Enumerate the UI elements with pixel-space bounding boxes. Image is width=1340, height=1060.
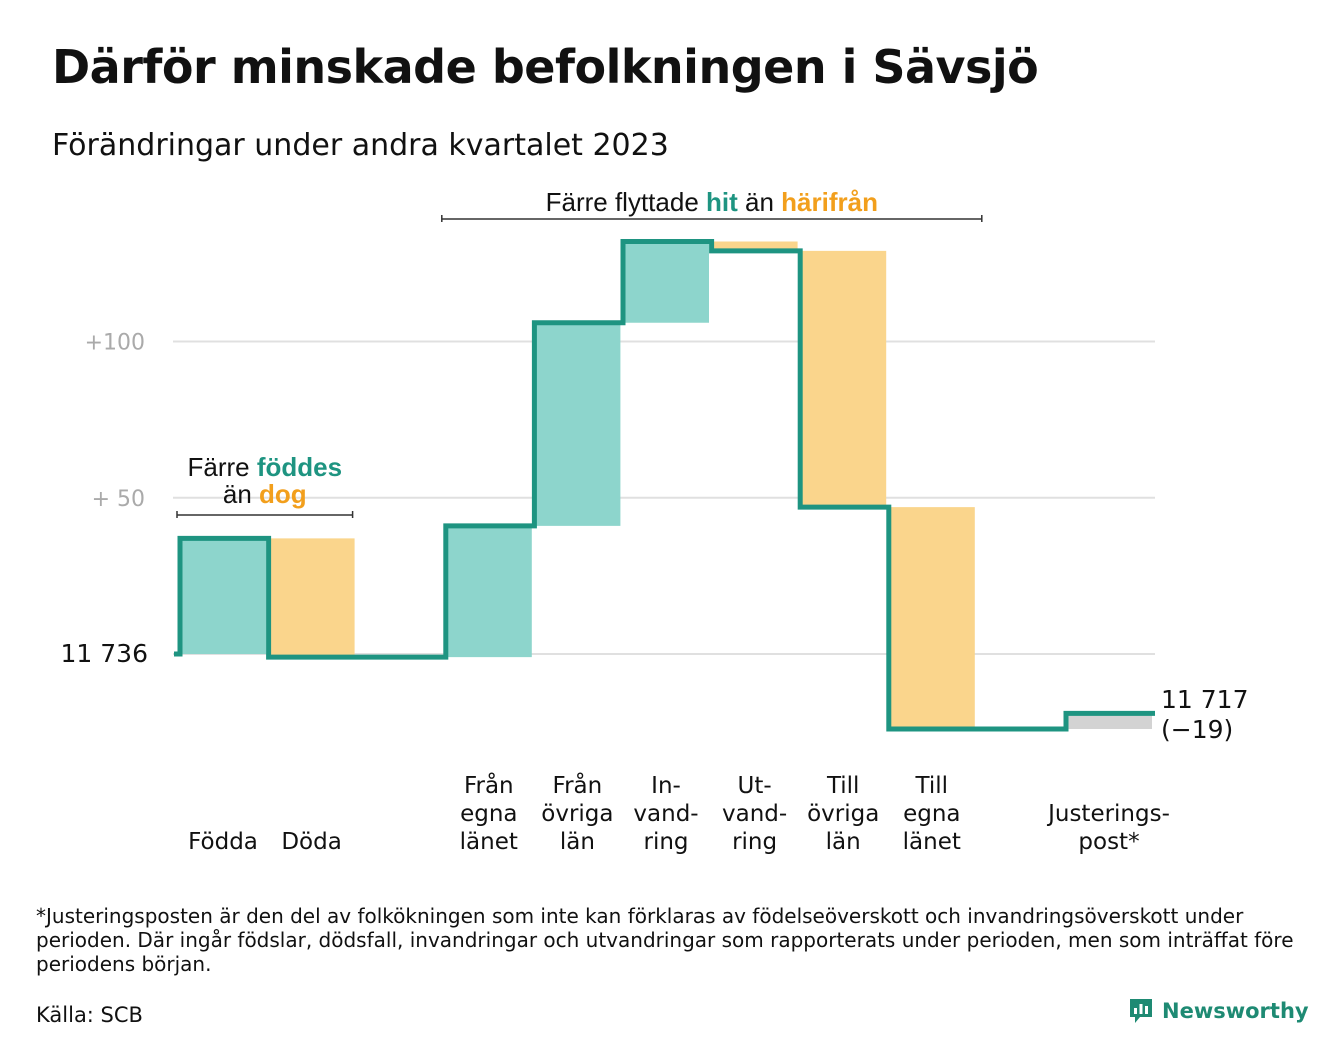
category-label: egna [903,801,960,827]
category-label: länet [460,829,518,855]
category-label: egna [460,801,517,827]
category-label: Från [553,771,603,799]
waterfall-bar [534,322,621,526]
start-value-label: 11 736 [61,639,148,668]
waterfall-bar [711,241,798,251]
waterfall-bar [180,538,266,654]
category-label: Döda [281,829,341,855]
category-label: Till [826,773,860,799]
annotation-bracket [176,511,354,518]
category-label: vand- [722,801,787,827]
waterfall-bar [800,250,887,508]
category-label: övriga [807,801,879,827]
category-label: län [826,829,861,855]
category-label: Till [915,773,949,799]
category-label: Ut- [738,773,772,799]
category-label: övriga [541,801,613,827]
annotation-bracket [441,215,983,222]
category-label: vand- [633,801,698,827]
waterfall-bar [268,538,355,658]
end-change-label: (−19) [1161,715,1233,744]
footnote: *Justeringsposten är den del av folkökni… [36,904,1294,976]
category-label: ring [643,829,688,855]
category-label: In- [651,773,681,799]
annotation-migration: Färre flyttade hit än härifrån [546,187,878,217]
end-value-label: 11 717 [1161,685,1248,714]
source-label: Källa: SCB [36,1003,143,1027]
waterfall-bar [1066,713,1152,729]
y-tick-label: +100 [85,331,145,356]
brand-logo: Newsworthy [1128,997,1309,1025]
waterfall-bar [888,507,975,729]
bar-chart-icon [1130,999,1152,1023]
waterfall-bar [623,241,709,323]
category-label: Justerings- [1046,801,1170,827]
brand-name: Newsworthy [1162,999,1309,1023]
y-tick-label: + 50 [92,487,145,512]
chart-title: Därför minskade befolkningen i Sävsjö [52,40,1039,94]
category-label: län [560,829,595,855]
chart-subtitle: Förändringar under andra kvartalet 2023 [52,128,669,163]
annotation-births-deaths: än dog [223,479,307,509]
category-label: länet [903,829,961,855]
category-label: Födda [188,829,258,855]
waterfall-bar [445,525,532,658]
category-label: post* [1078,829,1139,855]
category-label: Från [464,771,514,799]
cumulative-line [174,239,1155,732]
annotation-births-deaths: Färre föddes [188,452,343,482]
category-label: ring [732,829,777,855]
